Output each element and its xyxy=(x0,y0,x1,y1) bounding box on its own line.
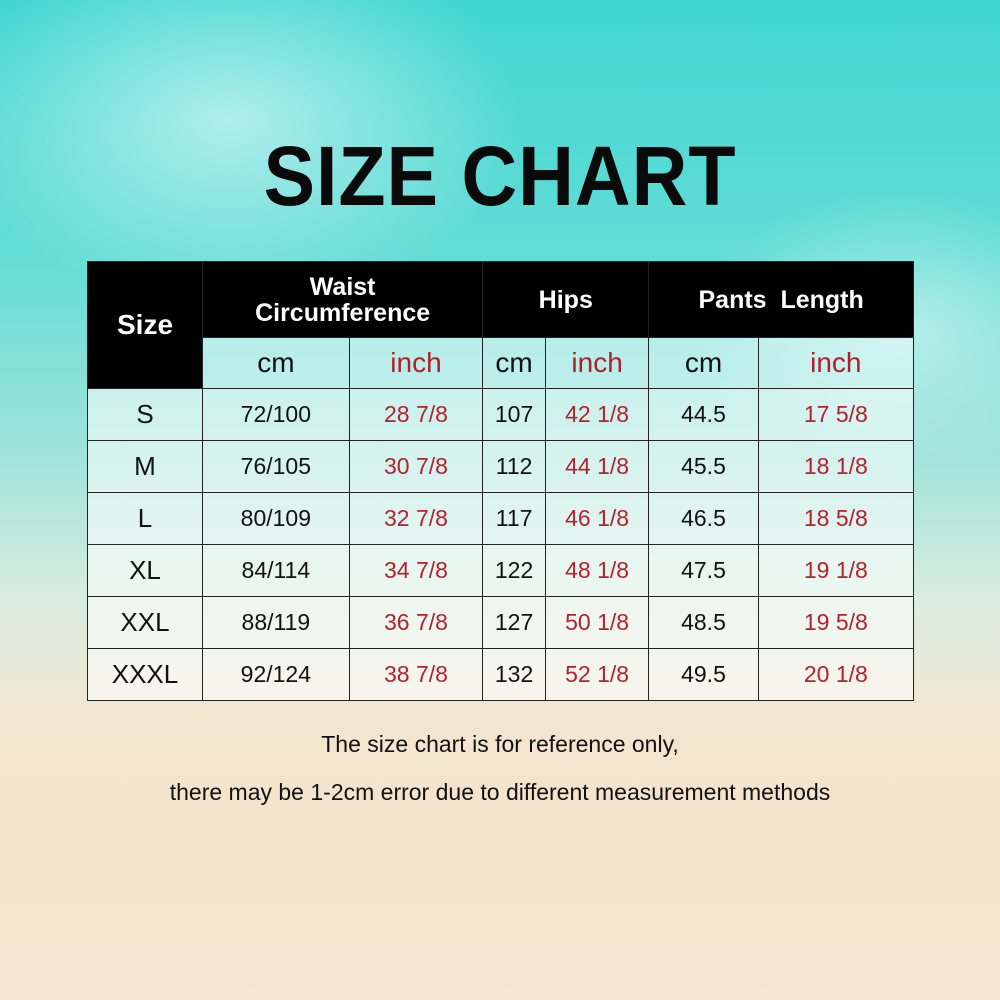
size-cell: M xyxy=(87,440,203,493)
value-cell: 92/124 xyxy=(202,648,350,701)
value-cell: 18 5/8 xyxy=(757,492,915,545)
size-cell: L xyxy=(87,492,203,545)
unit-cm: cm xyxy=(482,337,546,389)
hips-header: Hips xyxy=(482,261,650,338)
value-cell: 117 xyxy=(482,492,546,545)
value-cell: 38 7/8 xyxy=(348,648,484,701)
value-cell: 17 5/8 xyxy=(757,388,915,441)
value-cell: 20 1/8 xyxy=(757,648,915,701)
value-cell: 84/114 xyxy=(202,544,350,597)
table-row: M 76/105 30 7/8 112 44 1/8 45.5 18 1/8 xyxy=(87,440,915,493)
waist-line1: Waist xyxy=(309,272,376,301)
table-row: XXXL 92/124 38 7/8 132 52 1/8 49.5 20 1/8 xyxy=(87,648,915,701)
value-cell: 88/119 xyxy=(202,596,350,649)
value-cell: 36 7/8 xyxy=(348,596,484,649)
value-cell: 30 7/8 xyxy=(348,440,484,493)
note-line-2: there may be 1-2cm error due to differen… xyxy=(169,779,831,805)
value-cell: 44 1/8 xyxy=(544,440,650,493)
size-cell: XXL xyxy=(87,596,203,649)
value-cell: 32 7/8 xyxy=(348,492,484,545)
value-cell: 112 xyxy=(482,440,546,493)
value-cell: 50 1/8 xyxy=(544,596,650,649)
value-cell: 49.5 xyxy=(648,648,759,701)
value-cell: 132 xyxy=(482,648,546,701)
unit-cm: cm xyxy=(648,337,759,389)
value-cell: 18 1/8 xyxy=(757,440,915,493)
page-title: SIZE CHART xyxy=(263,129,737,223)
table-row: L 80/109 32 7/8 117 46 1/8 46.5 18 5/8 xyxy=(87,492,915,545)
table-row: S 72/100 28 7/8 107 42 1/8 44.5 17 5/8 xyxy=(87,388,915,441)
value-cell: 52 1/8 xyxy=(544,648,650,701)
waist-header: Waist Circumference xyxy=(201,261,484,338)
size-cell: XXXL xyxy=(87,648,203,701)
value-cell: 28 7/8 xyxy=(348,388,484,441)
value-cell: 76/105 xyxy=(202,440,350,493)
unit-inch: inch xyxy=(348,337,484,389)
size-cell: S xyxy=(87,388,203,441)
header-row: Size Waist Circumference Hips Pants Lengt… xyxy=(87,261,914,389)
value-cell: 127 xyxy=(482,596,546,649)
value-cell: 19 1/8 xyxy=(757,544,915,597)
value-cell: 47.5 xyxy=(648,544,759,597)
size-chart-table: Size Waist Circumference Hips Pants Lengt… xyxy=(87,261,915,701)
value-cell: 44.5 xyxy=(648,388,759,441)
value-cell: 72/100 xyxy=(202,388,350,441)
size-header: Size xyxy=(87,261,203,389)
size-cell: XL xyxy=(87,544,203,597)
unit-inch: inch xyxy=(757,337,915,389)
value-cell: 80/109 xyxy=(202,492,350,545)
value-cell: 48.5 xyxy=(648,596,759,649)
table-row: XL 84/114 34 7/8 122 48 1/8 47.5 19 1/8 xyxy=(87,544,915,597)
unit-inch: inch xyxy=(544,337,650,389)
units-row: cm inch cm inch cm inch xyxy=(88,337,915,389)
value-cell: 34 7/8 xyxy=(348,544,484,597)
table-row: XXL 88/119 36 7/8 127 50 1/8 48.5 19 5/8 xyxy=(87,596,915,649)
value-cell: 19 5/8 xyxy=(757,596,915,649)
waist-line2: Circumference xyxy=(255,298,431,327)
value-cell: 122 xyxy=(482,544,546,597)
value-cell: 46 1/8 xyxy=(544,492,650,545)
note-line-1: The size chart is for reference only, xyxy=(321,731,679,757)
value-cell: 45.5 xyxy=(648,440,759,493)
value-cell: 107 xyxy=(482,388,546,441)
unit-cm: cm xyxy=(202,337,350,389)
value-cell: 42 1/8 xyxy=(544,388,650,441)
value-cell: 48 1/8 xyxy=(544,544,650,597)
value-cell: 46.5 xyxy=(648,492,759,545)
pants-length-header: Pants Length xyxy=(648,261,914,338)
